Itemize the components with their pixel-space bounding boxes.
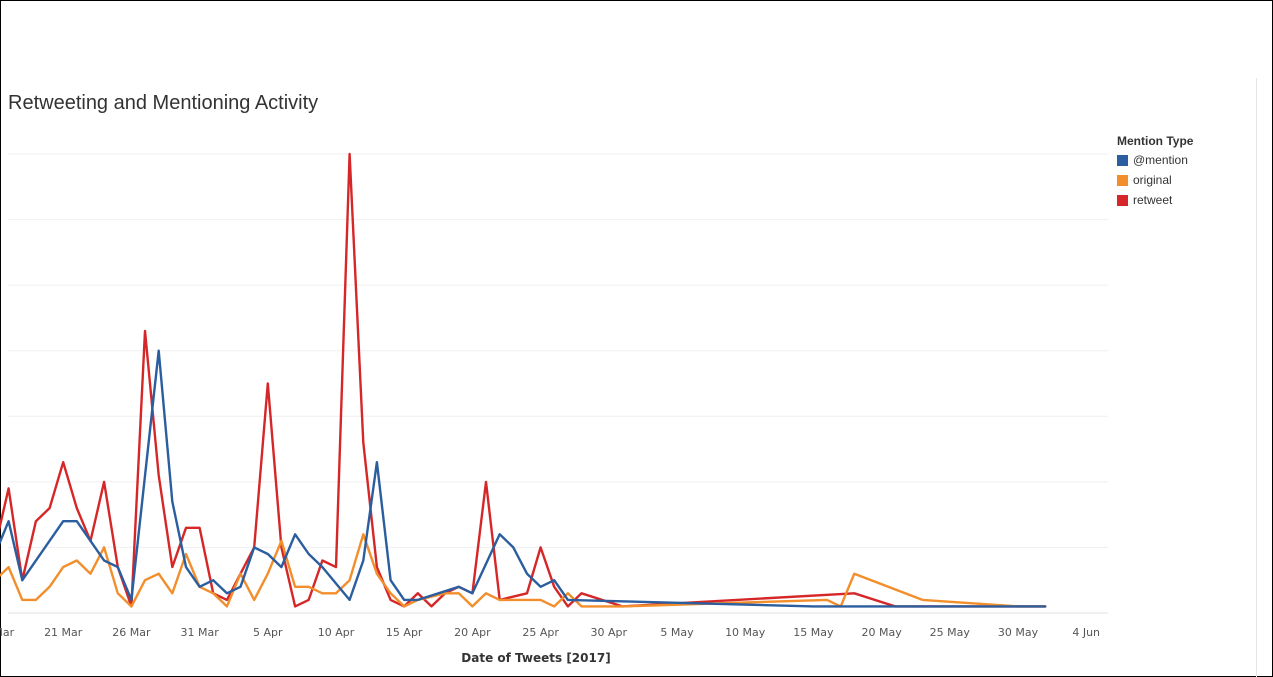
legend-items: @mention original retweet <box>1117 150 1193 210</box>
x-tick-label: 30 May <box>998 626 1039 639</box>
x-tick-label: 10 May <box>725 626 766 639</box>
x-tick-label: 20 May <box>861 626 902 639</box>
series-line-retweet <box>0 152 1047 608</box>
legend: Mention Type @mention original retweet <box>1117 134 1193 210</box>
series-line-mention <box>0 349 1047 608</box>
legend-item-retweet[interactable]: retweet <box>1117 190 1193 210</box>
x-tick-label: 15 Apr <box>386 626 423 639</box>
legend-item-original[interactable]: original <box>1117 170 1193 190</box>
x-tick-label: 25 May <box>930 626 971 639</box>
x-tick-label: 21 Mar <box>44 626 83 639</box>
legend-title: Mention Type <box>1117 134 1194 148</box>
legend-swatch <box>1117 194 1128 206</box>
legend-swatch <box>1117 154 1128 166</box>
x-axis-label: Date of Tweets [2017] <box>461 651 610 665</box>
x-tick-label: 10 Apr <box>318 626 355 639</box>
legend-item-mention[interactable]: @mention <box>1117 150 1193 170</box>
x-tick-label: 31 Mar <box>180 626 219 639</box>
legend-label: retweet <box>1133 193 1173 207</box>
x-tick-label: 15 May <box>793 626 834 639</box>
x-tick-label: 4 Jun <box>1072 626 1100 639</box>
x-tick-label: 26 Mar <box>112 626 151 639</box>
chart-title: Retweeting and Mentioning Activity <box>8 92 319 114</box>
x-tick-label: 5 Apr <box>253 626 283 639</box>
x-tick-label: 20 Apr <box>454 626 491 639</box>
x-tick-label: 30 Apr <box>591 626 628 639</box>
legend-divider <box>1256 78 1257 677</box>
legend-swatch <box>1117 174 1128 186</box>
legend-label: @mention <box>1133 153 1188 167</box>
legend-label: original <box>1133 173 1172 187</box>
series-line-original <box>0 533 1047 608</box>
x-tick-label: 16 Mar <box>0 626 15 639</box>
x-tick-label: 25 Apr <box>522 626 559 639</box>
x-tick-label: 5 May <box>660 626 694 639</box>
